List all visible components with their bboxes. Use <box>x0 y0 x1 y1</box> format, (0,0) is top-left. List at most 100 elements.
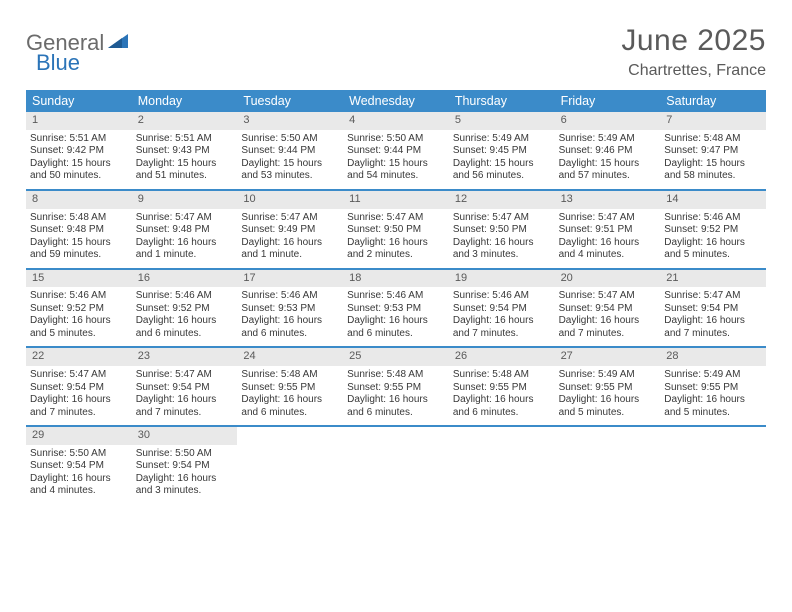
day-number: 22 <box>26 348 132 366</box>
sunset-line: Sunset: 9:52 PM <box>136 303 234 316</box>
daylight-line: Daylight: 16 hours <box>241 394 339 407</box>
calendar: Sunday Monday Tuesday Wednesday Thursday… <box>26 90 766 504</box>
day-number: 25 <box>343 348 449 366</box>
day-cell: 4Sunrise: 5:50 AMSunset: 9:44 PMDaylight… <box>343 112 449 189</box>
sunrise-line: Sunrise: 5:46 AM <box>30 290 128 303</box>
logo-text-blue: Blue <box>36 50 80 75</box>
sunset-line: Sunset: 9:48 PM <box>30 224 128 237</box>
daylight-line: Daylight: 16 hours <box>241 315 339 328</box>
month-title: June 2025 <box>621 24 766 58</box>
day-number: 13 <box>555 191 661 209</box>
daylight-line: and 58 minutes. <box>664 170 762 183</box>
daylight-line: and 50 minutes. <box>30 170 128 183</box>
day-cell: 14Sunrise: 5:46 AMSunset: 9:52 PMDayligh… <box>660 191 766 268</box>
sunset-line: Sunset: 9:55 PM <box>559 382 657 395</box>
day-cell: 23Sunrise: 5:47 AMSunset: 9:54 PMDayligh… <box>132 348 238 425</box>
daylight-line: Daylight: 16 hours <box>347 315 445 328</box>
weekday-header-row: Sunday Monday Tuesday Wednesday Thursday… <box>26 90 766 112</box>
daylight-line: and 6 minutes. <box>347 407 445 420</box>
daylight-line: and 7 minutes. <box>559 328 657 341</box>
weekday-tue: Tuesday <box>237 90 343 112</box>
day-cell: 22 Sunrise: 5:47 AMSunset: 9:54 PMDayligh… <box>26 348 132 425</box>
week-row: 29Sunrise: 5:50 AMSunset: 9:54 PMDayligh… <box>26 427 766 504</box>
sunrise-line: Sunrise: 5:50 AM <box>136 448 234 461</box>
daylight-line: and 1 minute. <box>241 249 339 262</box>
sunset-line: Sunset: 9:54 PM <box>136 382 234 395</box>
day-number: 10 <box>237 191 343 209</box>
sunset-line: Sunset: 9:54 PM <box>30 460 128 473</box>
day-cell: 16Sunrise: 5:46 AMSunset: 9:52 PMDayligh… <box>132 270 238 347</box>
daylight-line: Daylight: 16 hours <box>347 237 445 250</box>
sunrise-line: Sunrise: 5:51 AM <box>30 133 128 146</box>
daylight-line: and 4 minutes. <box>30 485 128 498</box>
sunrise-line: Sunrise: 5:51 AM <box>136 133 234 146</box>
daylight-line: and 57 minutes. <box>559 170 657 183</box>
daylight-line: and 5 minutes. <box>30 328 128 341</box>
sunset-line: Sunset: 9:46 PM <box>559 145 657 158</box>
sunrise-line: Sunrise: 5:47 AM <box>453 212 551 225</box>
sunset-line: Sunset: 9:43 PM <box>136 145 234 158</box>
day-number: 1 <box>26 112 132 130</box>
day-number: 26 <box>449 348 555 366</box>
sunrise-line: Sunrise: 5:48 AM <box>664 133 762 146</box>
sunset-line: Sunset: 9:49 PM <box>241 224 339 237</box>
day-cell <box>555 427 661 504</box>
weeks-container: 1Sunrise: 5:51 AMSunset: 9:42 PMDaylight… <box>26 112 766 504</box>
daylight-line: Daylight: 16 hours <box>136 315 234 328</box>
day-cell: 26 Sunrise: 5:48 AMSunset: 9:55 PMDayligh… <box>449 348 555 425</box>
logo-blue-row: Blue <box>36 50 80 76</box>
daylight-line: Daylight: 16 hours <box>30 394 128 407</box>
sunset-line: Sunset: 9:54 PM <box>30 382 128 395</box>
logo-triangle-icon <box>108 32 130 55</box>
daylight-line: and 7 minutes. <box>664 328 762 341</box>
daylight-line: Daylight: 16 hours <box>136 237 234 250</box>
sunrise-line: Sunrise: 5:48 AM <box>347 369 445 382</box>
sunrise-line: Sunrise: 5:49 AM <box>559 369 657 382</box>
daylight-line: Daylight: 16 hours <box>241 237 339 250</box>
day-number: 21 <box>660 270 766 288</box>
sunrise-line: Sunrise: 5:48 AM <box>453 369 551 382</box>
sunrise-line: Sunrise: 5:50 AM <box>241 133 339 146</box>
daylight-line: Daylight: 16 hours <box>453 394 551 407</box>
sunset-line: Sunset: 9:53 PM <box>347 303 445 316</box>
daylight-line: and 6 minutes. <box>241 328 339 341</box>
day-cell: 25Sunrise: 5:48 AMSunset: 9:55 PMDayligh… <box>343 348 449 425</box>
sunset-line: Sunset: 9:52 PM <box>30 303 128 316</box>
day-cell <box>660 427 766 504</box>
day-cell: 24Sunrise: 5:48 AMSunset: 9:55 PMDayligh… <box>237 348 343 425</box>
sunset-line: Sunset: 9:52 PM <box>664 224 762 237</box>
day-number: 9 <box>132 191 238 209</box>
day-cell: 28Sunrise: 5:49 AMSunset: 9:55 PMDayligh… <box>660 348 766 425</box>
daylight-line: Daylight: 16 hours <box>136 473 234 486</box>
daylight-line: Daylight: 15 hours <box>241 158 339 171</box>
weekday-wed: Wednesday <box>343 90 449 112</box>
day-cell: 27Sunrise: 5:49 AMSunset: 9:55 PMDayligh… <box>555 348 661 425</box>
sunset-line: Sunset: 9:51 PM <box>559 224 657 237</box>
daylight-line: and 7 minutes. <box>136 407 234 420</box>
sunrise-line: Sunrise: 5:46 AM <box>241 290 339 303</box>
daylight-line: Daylight: 15 hours <box>136 158 234 171</box>
sunrise-line: Sunrise: 5:46 AM <box>664 212 762 225</box>
week-row: 22Sunrise: 5:47 AMSunset: 9:54 PMDayligh… <box>26 348 766 427</box>
day-number: 24 <box>237 348 343 366</box>
day-cell: 21Sunrise: 5:47 AMSunset: 9:54 PMDayligh… <box>660 270 766 347</box>
title-block: June 2025 Chartrettes, France <box>621 24 766 80</box>
sunset-line: Sunset: 9:45 PM <box>453 145 551 158</box>
sunrise-line: Sunrise: 5:47 AM <box>30 369 128 382</box>
daylight-line: Daylight: 15 hours <box>30 237 128 250</box>
sunset-line: Sunset: 9:53 PM <box>241 303 339 316</box>
day-cell <box>237 427 343 504</box>
sunrise-line: Sunrise: 5:47 AM <box>664 290 762 303</box>
day-cell: 10Sunrise: 5:47 AMSunset: 9:49 PMDayligh… <box>237 191 343 268</box>
sunrise-line: Sunrise: 5:47 AM <box>136 212 234 225</box>
daylight-line: and 3 minutes. <box>136 485 234 498</box>
sunset-line: Sunset: 9:55 PM <box>453 382 551 395</box>
daylight-line: Daylight: 16 hours <box>453 315 551 328</box>
daylight-line: Daylight: 16 hours <box>453 237 551 250</box>
day-number: 15 <box>26 270 132 288</box>
day-number: 19 <box>449 270 555 288</box>
sunrise-line: Sunrise: 5:49 AM <box>453 133 551 146</box>
daylight-line: and 2 minutes. <box>347 249 445 262</box>
sunset-line: Sunset: 9:54 PM <box>664 303 762 316</box>
day-cell: 5Sunrise: 5:49 AMSunset: 9:45 PMDaylight… <box>449 112 555 189</box>
